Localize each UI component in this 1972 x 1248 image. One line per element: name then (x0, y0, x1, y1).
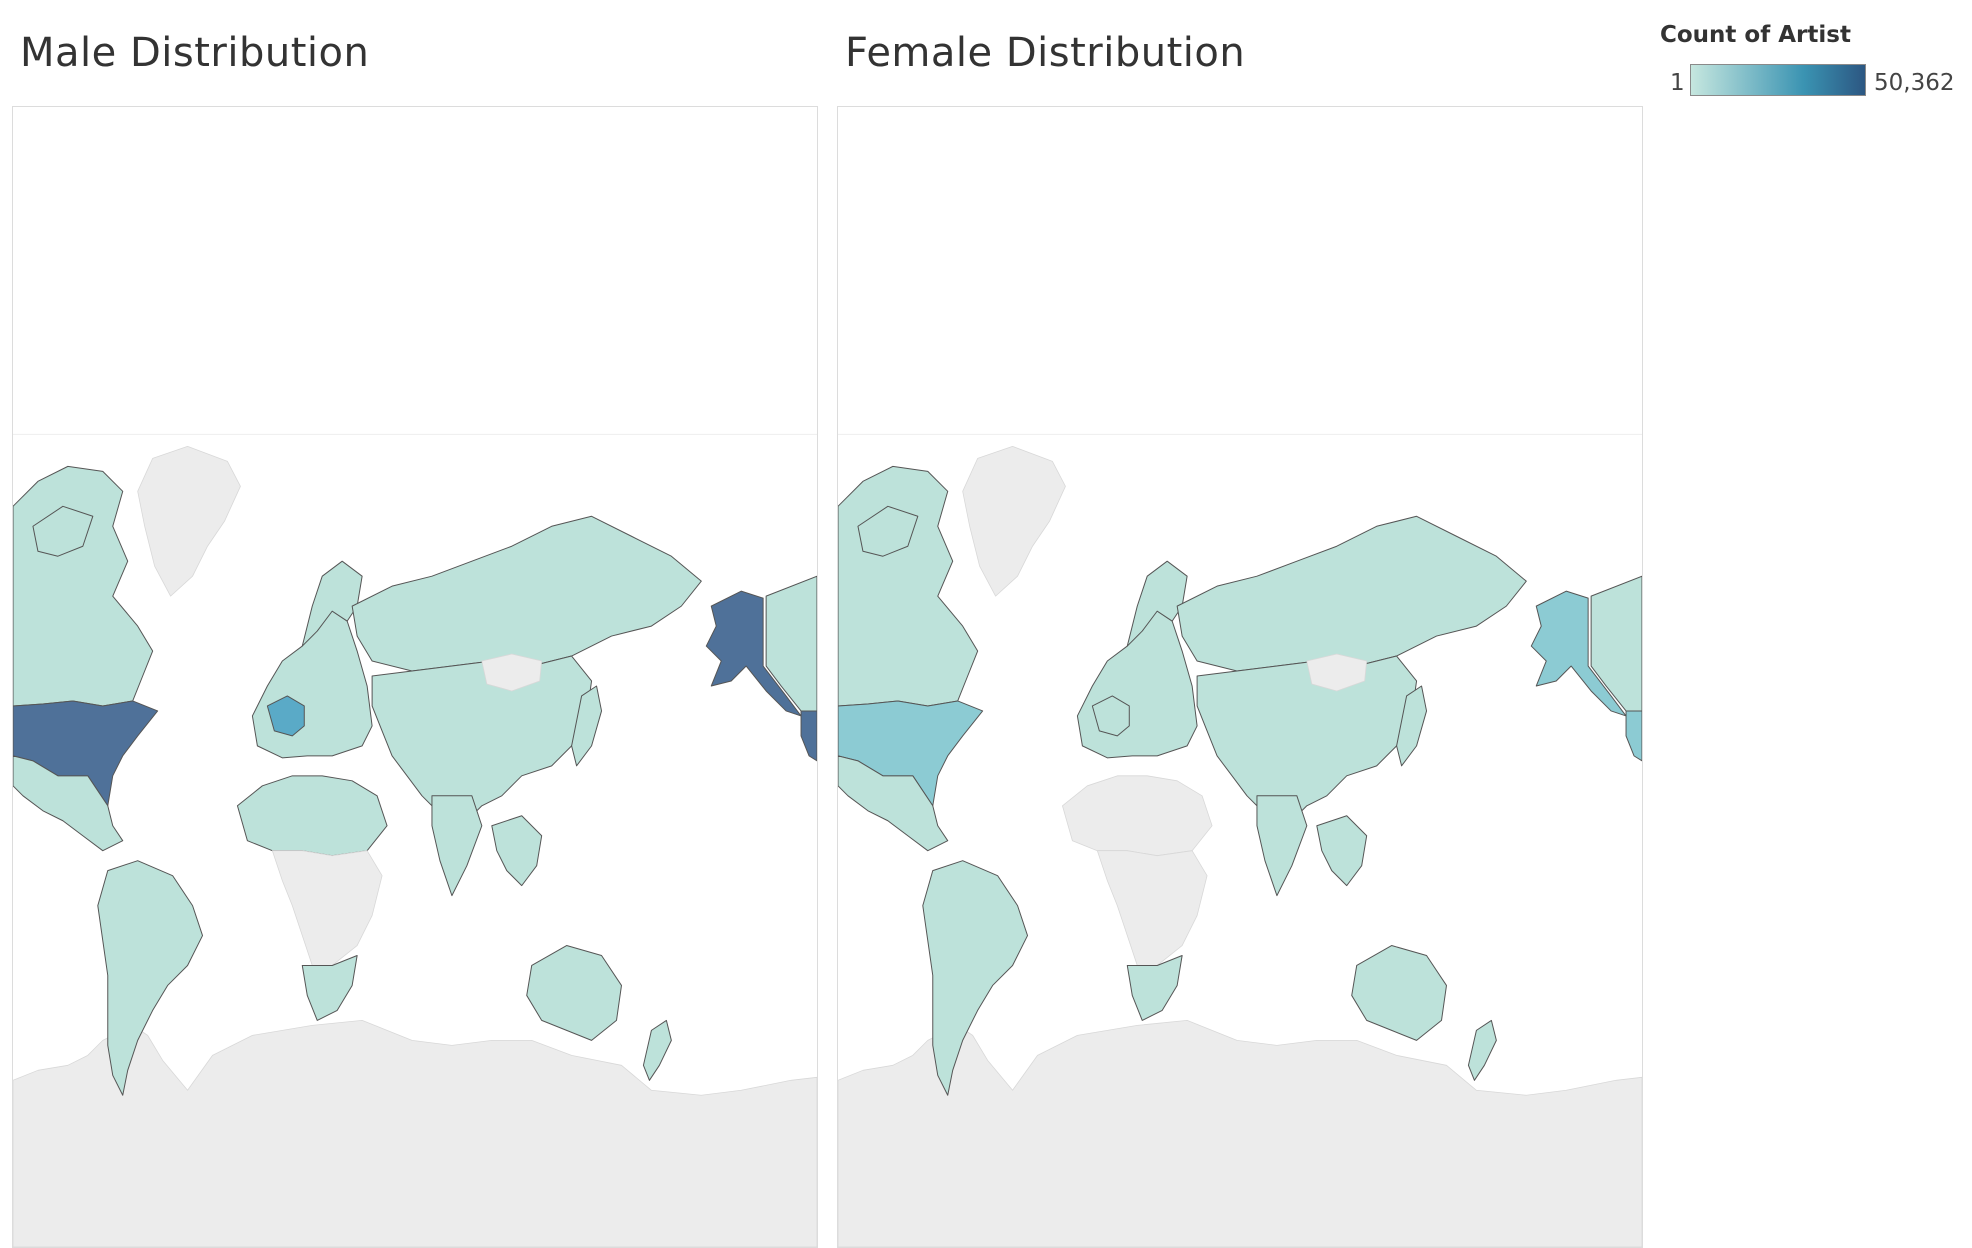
male-distribution-map[interactable] (12, 106, 818, 1248)
female-map-svg[interactable] (838, 107, 1642, 1247)
france-shape[interactable] (1091, 695, 1130, 737)
russia-shape[interactable] (1176, 515, 1527, 672)
antarctica-shape[interactable] (13, 1019, 817, 1247)
south-america-shape[interactable] (922, 860, 1029, 1096)
antarctica-shape[interactable] (838, 1019, 1642, 1247)
africa-south-shape[interactable] (301, 955, 358, 1021)
arctic-islands-shape[interactable] (857, 505, 919, 557)
se-asia-shape[interactable] (491, 815, 543, 887)
female-map-title: Female Distribution (845, 30, 1246, 76)
new-zealand-shape[interactable] (1467, 1019, 1497, 1081)
africa-central-shape[interactable] (271, 850, 383, 966)
legend-min-label: 1 (1670, 70, 1685, 96)
new-zealand-shape[interactable] (642, 1019, 672, 1081)
legend-scale: 1 50,362 (1660, 64, 1970, 98)
mexico-central-shape[interactable] (838, 755, 949, 852)
scandinavia-shape[interactable] (301, 560, 363, 647)
asia-shape[interactable] (371, 655, 593, 827)
arctic-islands-shape[interactable] (32, 505, 94, 557)
japan-shape[interactable] (1396, 685, 1428, 767)
australia-shape[interactable] (526, 945, 622, 1041)
female-distribution-map[interactable] (837, 106, 1643, 1248)
japan-shape[interactable] (571, 685, 603, 767)
canada-shape[interactable] (13, 465, 154, 707)
africa-south-shape[interactable] (1126, 955, 1183, 1021)
south-america-shape[interactable] (97, 860, 204, 1096)
mongolia-shape[interactable] (1306, 653, 1368, 692)
russia-shape[interactable] (351, 515, 702, 672)
france-shape[interactable] (266, 695, 305, 737)
canada-shape[interactable] (838, 465, 979, 707)
alaska-shape[interactable] (705, 590, 802, 717)
legend-gradient-bar (1690, 64, 1866, 96)
scandinavia-shape[interactable] (1126, 560, 1188, 647)
australia-shape[interactable] (1351, 945, 1447, 1041)
mongolia-shape[interactable] (481, 653, 543, 692)
male-map-title: Male Distribution (20, 30, 370, 76)
usa-west-edge-shape[interactable] (800, 710, 817, 762)
canada-east-edge-shape[interactable] (1590, 575, 1642, 712)
india-shape[interactable] (1256, 795, 1308, 897)
africa-central-shape[interactable] (1096, 850, 1208, 966)
legend-title: Count of Artist (1660, 22, 1851, 48)
usa-west-edge-shape[interactable] (1625, 710, 1642, 762)
greenland-shape[interactable] (137, 446, 241, 597)
legend-max-label: 50,362 (1874, 70, 1955, 96)
africa-north-shape[interactable] (1062, 775, 1213, 857)
india-shape[interactable] (431, 795, 483, 897)
greenland-shape[interactable] (962, 446, 1066, 597)
se-asia-shape[interactable] (1316, 815, 1368, 887)
africa-north-shape[interactable] (236, 775, 388, 857)
canada-east-edge-shape[interactable] (765, 575, 817, 712)
male-map-svg[interactable] (13, 107, 817, 1247)
color-legend: Count of Artist 1 50,362 (1660, 22, 1960, 96)
mexico-central-shape[interactable] (13, 755, 124, 852)
asia-shape[interactable] (1196, 655, 1418, 827)
alaska-shape[interactable] (1530, 590, 1627, 717)
